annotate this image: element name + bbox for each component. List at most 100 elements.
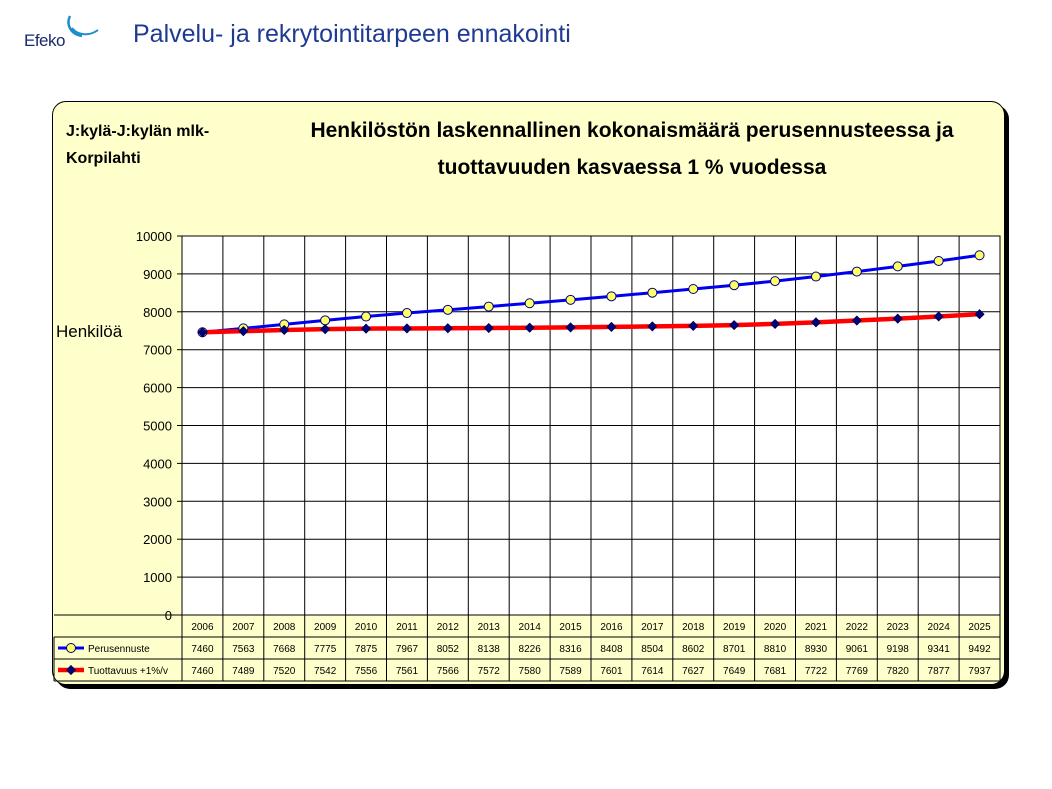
y-tick-label: 10000 [136, 229, 172, 244]
data-point-tuottavuus [565, 322, 576, 333]
table-cell-value: 7601 [600, 666, 623, 677]
data-point-perusennuste [647, 287, 658, 298]
table-cell-value: 8052 [437, 644, 460, 655]
data-point-perusennuste [401, 308, 412, 319]
data-point-tuottavuus [810, 317, 822, 328]
table-cell-value: 7877 [928, 666, 951, 677]
table-cell-value: 7561 [396, 666, 419, 677]
table-cell-value: 9341 [928, 644, 951, 655]
logo-text: Efeko [24, 31, 65, 50]
data-point-perusennuste [933, 255, 944, 266]
data-point-tuottavuus [974, 309, 985, 320]
table-cell-value: 7566 [437, 666, 460, 677]
table-cell-value: 8701 [723, 644, 746, 655]
y-axis-label: Henkilöä [56, 322, 123, 341]
x-category-label: 2018 [682, 622, 705, 633]
table-cell-value: 7572 [478, 666, 501, 677]
table-cell-value: 8810 [764, 644, 787, 655]
data-point-perusennuste [483, 301, 494, 312]
x-category-label: 2022 [846, 622, 869, 633]
table-cell-value: 7775 [314, 644, 337, 655]
table-cell-value: 7769 [846, 666, 869, 677]
y-tick-label: 6000 [143, 381, 172, 396]
data-point-tuottavuus [279, 324, 290, 336]
table-cell-value: 8930 [805, 644, 828, 655]
data-point-tuottavuus [606, 321, 617, 332]
data-point-tuottavuus [851, 315, 862, 326]
series-markers [197, 250, 985, 338]
table-cell-value: 7542 [314, 666, 337, 677]
data-point-tuottavuus [360, 323, 372, 334]
data-point-tuottavuus [320, 324, 331, 335]
x-category-label: 2011 [396, 622, 418, 633]
x-category-label: 2024 [928, 622, 951, 633]
x-category-label: 2014 [519, 622, 542, 633]
x-category-label: 2012 [437, 622, 460, 633]
y-tick-label: 7000 [143, 343, 172, 358]
data-point-tuottavuus [688, 320, 699, 332]
x-category-label: 2019 [723, 622, 746, 633]
grid-lines [177, 235, 1001, 681]
table-cell-value: 7614 [641, 666, 664, 677]
table-cell-value: 9061 [846, 644, 869, 655]
table-cell-value: 7489 [232, 666, 255, 677]
table-cell-value: 7967 [396, 644, 419, 655]
data-point-perusennuste [770, 276, 781, 287]
data-point-perusennuste [565, 294, 576, 305]
table-cell-value: 8138 [478, 644, 501, 655]
data-point-tuottavuus [524, 322, 535, 333]
table-cell-value: 8226 [519, 644, 542, 655]
data-point-tuottavuus [892, 313, 903, 324]
data-point-perusennuste [810, 271, 821, 282]
table-cell-value: 8408 [600, 644, 623, 655]
data-point-perusennuste [892, 261, 903, 272]
x-category-label: 2009 [314, 622, 337, 633]
y-tick-label: 5000 [143, 419, 172, 434]
x-category-label: 2016 [600, 622, 623, 633]
y-tick-label: 2000 [143, 532, 172, 547]
x-category-label: 2015 [559, 622, 582, 633]
x-category-label: 2006 [191, 622, 214, 633]
area-title: J:kylä-J:kylän mlk-Korpilahti [66, 123, 210, 167]
efeko-logo: Efeko [22, 14, 102, 54]
table-cell-value: 7520 [273, 666, 296, 677]
data-point-perusennuste [524, 298, 535, 309]
data-point-tuottavuus [729, 320, 740, 331]
x-category-label: 2008 [273, 622, 296, 633]
table-cell-value: 7627 [682, 666, 705, 677]
chart-title: Henkilöstön laskennallinen kokonaismäärä… [310, 119, 954, 179]
data-point-tuottavuus [442, 323, 453, 334]
table-cell-value: 7722 [805, 666, 828, 677]
data-point-tuottavuus [933, 311, 944, 322]
data-point-perusennuste [320, 315, 331, 326]
data-point-perusennuste [729, 280, 740, 291]
series-line-tuottavuus [202, 311, 980, 335]
table-cell-value: 7556 [355, 666, 378, 677]
table-cell-value: 7460 [191, 644, 214, 655]
table-cell-value: 7820 [887, 666, 910, 677]
data-point-tuottavuus [483, 322, 494, 334]
slide-title: Palvelu- ja rekrytointitarpeen ennakoint… [133, 20, 571, 48]
table-cell-value: 8316 [559, 644, 582, 655]
x-category-label: 2025 [968, 622, 991, 633]
table-cell-value: 7668 [273, 644, 296, 655]
data-point-tuottavuus [769, 318, 781, 329]
table-cell-value: 8602 [682, 644, 705, 655]
legend-marker-perusennuste [66, 643, 76, 653]
table-cell-value: 9492 [968, 644, 991, 655]
legend-label-tuottavuus: Tuottavuus +1%/v [88, 666, 168, 677]
y-tick-label: 4000 [143, 456, 172, 471]
data-point-tuottavuus [238, 326, 249, 337]
table-cell-value: 7649 [723, 666, 746, 677]
data-point-perusennuste [606, 291, 617, 302]
data-point-perusennuste [361, 311, 372, 322]
y-tick-label: 3000 [143, 494, 172, 509]
table-cell-value: 7937 [968, 666, 991, 677]
x-category-label: 2023 [887, 622, 910, 633]
table-cell-value: 7875 [355, 644, 378, 655]
data-point-perusennuste [442, 304, 453, 315]
data-table: 2006 2007 2008 2009 2010 2011 2012 2013 2014 2015… [53, 614, 1000, 682]
x-category-label: 2013 [478, 622, 501, 633]
data-point-tuottavuus [647, 321, 658, 332]
y-tick-label: 9000 [143, 267, 172, 282]
